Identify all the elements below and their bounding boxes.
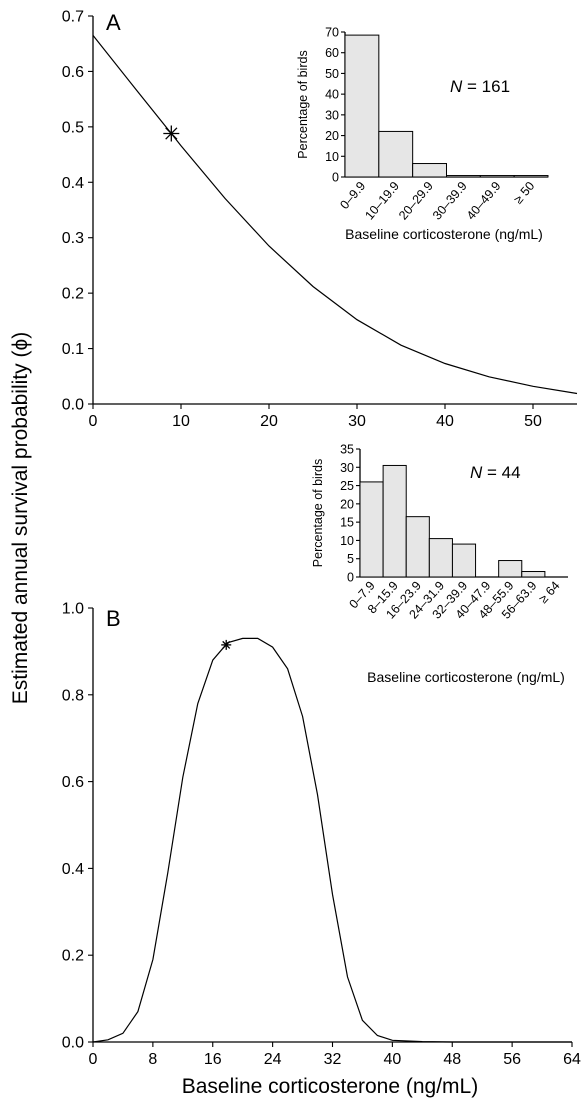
panel-a-inset-category-label: 20–29.9	[396, 179, 436, 223]
panel-b-x-tick-label: 8	[148, 1051, 157, 1068]
panel-a-x-tick-label: 50	[524, 413, 542, 430]
panel-b-inset-bar	[382, 464, 407, 578]
panel-b-inset-y-tick-label: 5	[347, 552, 354, 566]
panel-a-y-tick-label: 0.1	[62, 341, 84, 358]
panel-b-x-tick-label: 64	[563, 1051, 581, 1068]
panel-b-inset-bar	[451, 543, 477, 578]
panel-a-y-tick-label: 0.6	[62, 64, 84, 81]
panel-a-inset-y-tick-label: 10	[325, 150, 339, 164]
y-axis-label: Estimated annual survival probability (ϕ…	[9, 332, 32, 704]
panel-b-inset-bar	[428, 538, 453, 578]
x-axis-label: Baseline corticosterone (ng/mL)	[182, 1075, 478, 1098]
panel-a-x-tick-label: 10	[172, 413, 190, 430]
panel-b-inset-bar	[359, 481, 384, 578]
panel-a-inset-y-tick-label: 0	[332, 171, 339, 185]
panel-b-inset-y-tick-label: 10	[340, 534, 354, 548]
panel-a-inset-y-tick-label: 30	[325, 108, 339, 122]
panel-b-label: B	[106, 606, 121, 631]
panel-b-inset-x-label: Baseline corticosterone (ng/mL)	[367, 669, 565, 685]
plot-layer: 0.00.10.20.30.40.50.60.70 10 20 30 40 5001020…	[62, 9, 581, 1069]
panel-a-inset-n-label: N = 161	[450, 77, 510, 96]
panel-b-y-tick-label: 1.0	[62, 601, 84, 618]
panel-a-inset-y-tick-label: 50	[325, 67, 339, 81]
panel-a-y-tick-label: 0.5	[62, 119, 84, 136]
panel-a-y-tick-label: 0.0	[62, 397, 84, 414]
panel-a-inset-category-label: 10–19.9	[362, 179, 402, 223]
panel-b-y-tick-label: 0.4	[62, 861, 84, 878]
panel-a-inset-bar	[378, 130, 414, 178]
panel-b-mean-marker	[221, 639, 232, 650]
panel-b-inset-y-label: Percentage of birds	[311, 459, 325, 567]
panel-a-x-tick-label: 30	[348, 413, 366, 430]
panel-b-inset-y-tick-label: 30	[340, 461, 354, 475]
panel-a-inset-category-label: 30–39.9	[430, 179, 470, 223]
panel-b-inset-category-label: ≥ 64	[536, 579, 563, 606]
panel-b-x-tick-label: 0	[89, 1051, 98, 1068]
panel-a-label: A	[106, 10, 121, 35]
panel-a-inset-y-tick-label: 20	[325, 129, 339, 143]
panel-b-inset-y-tick-label: 35	[340, 443, 354, 457]
panel-a-x-tick-label: 0	[89, 413, 98, 430]
panel-b-x-tick-label: 40	[383, 1051, 401, 1068]
panel-a-inset-bar	[479, 175, 515, 178]
panel-a-y-tick-label: 0.2	[62, 286, 84, 303]
panel-a-y-tick-label: 0.7	[62, 9, 84, 26]
panel-b-x-tick-label: 56	[503, 1051, 521, 1068]
panel-a-y-tick-label: 0.4	[62, 175, 84, 192]
panel-a-inset-category-label: 40–49.9	[464, 179, 504, 223]
panel-b-inset-y-tick-label: 0	[347, 571, 354, 585]
panel-a-inset-bar	[513, 175, 549, 178]
panel-b-x-tick-label: 32	[324, 1051, 342, 1068]
panel-b-inset-y-tick-label: 25	[340, 479, 354, 493]
panel-a-inset-x-label: Baseline corticosterone (ng/mL)	[345, 226, 543, 242]
panel-a-inset-y-label: Percentage of birds	[296, 50, 310, 158]
panel-a-mean-marker	[163, 125, 180, 142]
panel-a-y-tick-label: 0.3	[62, 230, 84, 247]
panel-b-inset-y-tick-label: 15	[340, 516, 354, 530]
panel-a-inset-y-tick-label: 70	[325, 26, 339, 40]
panel-b-inset-n-label: N = 44	[470, 463, 521, 482]
panel-a-marker-stroke	[165, 127, 178, 140]
panel-b-inset-bar	[521, 571, 546, 578]
panel-b-inset-n-symbol: N	[470, 463, 483, 482]
panel-b-y-tick-label: 0.8	[62, 687, 84, 704]
panel-b-survival-curve	[92, 637, 572, 1043]
panel-b-inset-bar	[498, 560, 523, 578]
panel-a-inset-y-tick-label: 60	[325, 46, 339, 60]
panel-a-inset-category-label: ≥ 50	[511, 179, 537, 207]
panel-b-x-tick-label: 24	[264, 1051, 282, 1068]
panel-a-inset-n-symbol: N	[450, 77, 463, 96]
panel-a-inset-n-value: = 161	[462, 77, 510, 96]
panel-b-inset-y-tick-label: 20	[340, 497, 354, 511]
panel-a-x-tick-label: 20	[260, 413, 278, 430]
panel-b-y-tick-label: 0.2	[62, 948, 84, 965]
panel-a-x-tick-label: 40	[436, 413, 454, 430]
panel-b-x-tick-label: 48	[443, 1051, 461, 1068]
panel-b-x-tick-label: 16	[204, 1051, 222, 1068]
panel-b-inset-n-value: = 44	[482, 463, 520, 482]
panel-b-y-tick-label: 0.6	[62, 774, 84, 791]
panel-a-inset-bar	[412, 163, 447, 178]
panel-b-marker-stroke	[222, 640, 231, 649]
panel-a-inset-category-label: 0–9.9	[337, 179, 368, 212]
panel-a-inset-bar	[446, 175, 481, 178]
panel-a-inset-y-tick-label: 40	[325, 88, 339, 102]
panel-b-y-tick-label: 0.0	[62, 1035, 84, 1052]
panel-b-inset-bar	[405, 516, 430, 578]
panel-a-inset-bar	[344, 34, 380, 178]
